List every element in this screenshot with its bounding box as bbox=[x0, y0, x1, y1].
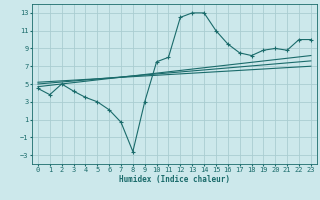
X-axis label: Humidex (Indice chaleur): Humidex (Indice chaleur) bbox=[119, 175, 230, 184]
